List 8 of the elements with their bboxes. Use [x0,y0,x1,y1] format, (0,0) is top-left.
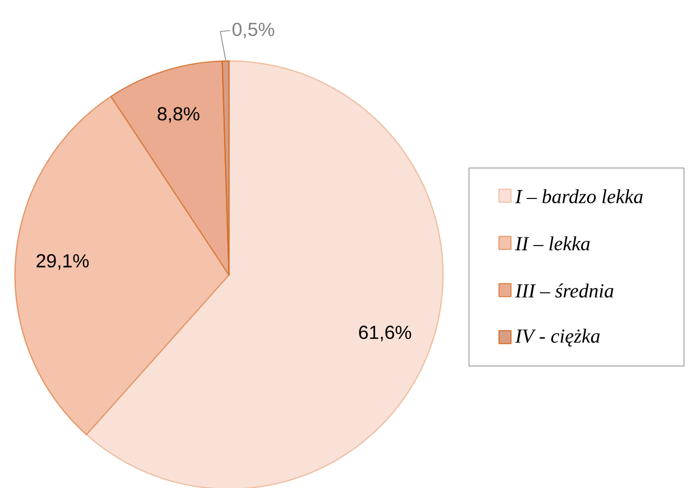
legend-label: III – średnia [515,284,614,298]
legend-label: IV - ciężka [515,328,600,347]
legend-label: I – bardzo lekka [515,189,643,204]
legend-label: II – lekka [515,236,590,250]
data-label: 0,5% [232,22,274,38]
data-label: 29,1% [36,254,89,270]
data-label: 61,6% [359,326,412,342]
data-label: 8,8% [158,107,200,123]
